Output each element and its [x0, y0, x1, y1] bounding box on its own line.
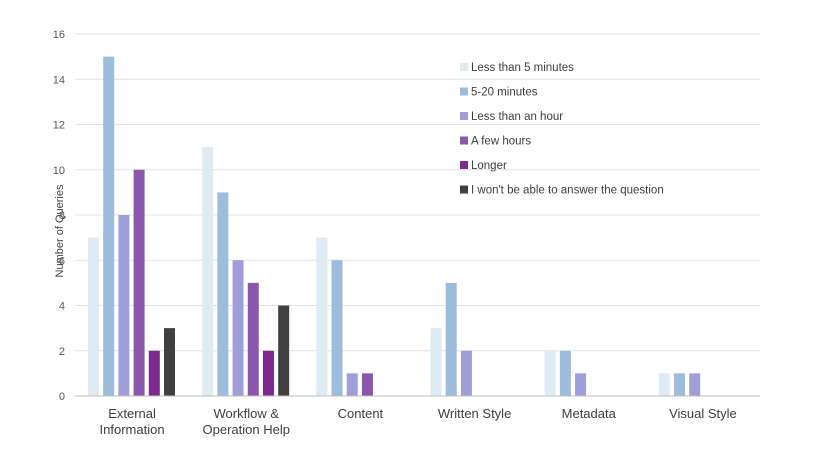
bar [575, 373, 587, 396]
x-category-label: Operation Help [203, 422, 290, 437]
legend-swatch [460, 161, 468, 169]
bar [88, 237, 99, 396]
y-tick-label: 2 [59, 346, 65, 358]
legend-swatch [460, 87, 468, 96]
legend-label: Less than an hour [471, 111, 563, 123]
bar [103, 56, 115, 396]
bar [559, 350, 571, 396]
y-axis-label: Number of Queries [54, 184, 66, 277]
bar [460, 350, 472, 396]
bar [544, 350, 556, 396]
bar [346, 373, 358, 396]
x-category-label: Written Style [438, 406, 511, 421]
bar [262, 350, 274, 396]
legend-label: 5-20 minutes [471, 87, 538, 99]
y-tick-label: 8 [59, 210, 65, 222]
bar [689, 373, 701, 396]
y-tick-label: 10 [53, 165, 65, 177]
bar [445, 282, 457, 396]
x-category-label: Visual Style [669, 406, 737, 421]
y-tick-label: 12 [53, 120, 65, 132]
x-category-label: Information [100, 422, 165, 437]
legend-label: A few hours [471, 136, 531, 148]
bar [148, 350, 160, 396]
legend-swatch [460, 136, 468, 145]
legend-swatch [460, 63, 468, 71]
bar [202, 147, 214, 396]
legend-label: Longer [471, 160, 507, 172]
y-tick-label: 14 [53, 74, 65, 86]
bar [164, 328, 175, 396]
y-tick-label: 0 [59, 391, 65, 403]
y-tick-label: 16 [53, 29, 65, 41]
bars [88, 56, 701, 396]
bar [278, 305, 290, 396]
x-category-label: Metadata [562, 406, 617, 421]
bar [247, 282, 259, 396]
bar [217, 192, 229, 396]
y-axis-ticks: 0 2 4 6 8 10 12 14 16 [53, 29, 65, 403]
y-tick-label: 4 [59, 301, 65, 313]
bar [316, 237, 328, 396]
bar [133, 169, 145, 396]
legend: Less than 5 minutes 5-20 minutes Less than… [460, 62, 664, 197]
bar [331, 260, 343, 396]
legend-label: Less than 5 minutes [471, 62, 574, 74]
gridlines [75, 33, 760, 352]
legend-swatch [460, 112, 468, 120]
x-category-label: Workflow & [214, 406, 280, 421]
legend-swatch [460, 185, 468, 194]
y-tick-label: 6 [59, 255, 65, 267]
x-category-label: Content [338, 406, 384, 421]
bar [674, 373, 686, 396]
bar [658, 373, 670, 396]
bar [430, 328, 442, 396]
bar [361, 373, 373, 396]
x-category-label: External [108, 406, 156, 421]
bar [118, 215, 130, 396]
legend-label: I won't be able to answer the question [471, 185, 664, 197]
bar [232, 260, 244, 396]
